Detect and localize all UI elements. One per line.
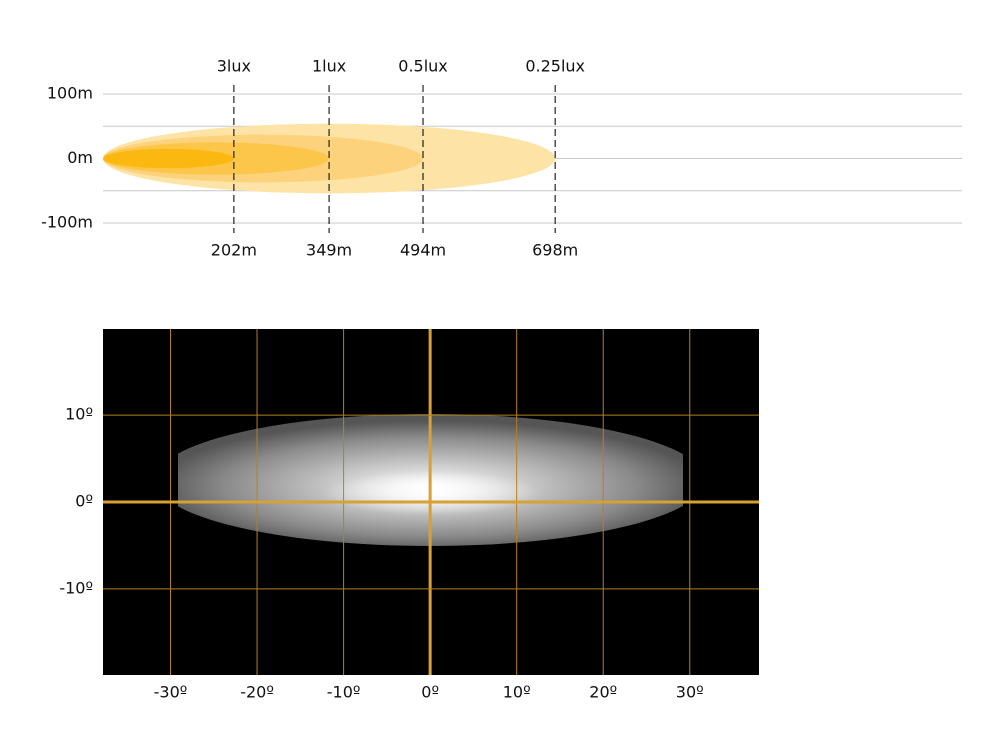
x-tick-label: -20º	[240, 683, 274, 702]
y-tick-label: 100m	[47, 84, 93, 103]
range-chart: 100m 0m -100m 3lux 202m 1lux 349m 0.5lux 494m 0.2…	[41, 57, 962, 260]
y-tick-label: -10º	[59, 578, 93, 597]
x-tick-label: 0º	[421, 683, 439, 702]
x-tick-label: 20º	[589, 683, 617, 702]
lux-label: 1lux	[312, 57, 346, 76]
x-tick-label: 10º	[503, 683, 531, 702]
x-tick-label: -30º	[154, 683, 188, 702]
distance-label: 349m	[306, 241, 352, 260]
distance-label: 698m	[532, 241, 578, 260]
lux-label: 0.5lux	[398, 57, 448, 76]
y-tick-label: 0º	[75, 492, 93, 511]
y-tick-label: -100m	[41, 213, 93, 232]
y-tick-label: 10º	[65, 405, 93, 424]
x-tick-label: -10º	[327, 683, 361, 702]
y-tick-label: 0m	[67, 148, 93, 167]
distance-label: 202m	[211, 241, 257, 260]
x-tick-label: 30º	[676, 683, 704, 702]
lux-label: 0.25lux	[525, 57, 585, 76]
beam-hotspot	[322, 471, 542, 515]
distance-label: 494m	[400, 241, 446, 260]
lux-label: 3lux	[217, 57, 251, 76]
beam-ellipse	[103, 148, 234, 169]
pattern-chart: -30º -20º -10º 0º 10º 20º 30º 10º 0º -10º	[59, 329, 759, 702]
